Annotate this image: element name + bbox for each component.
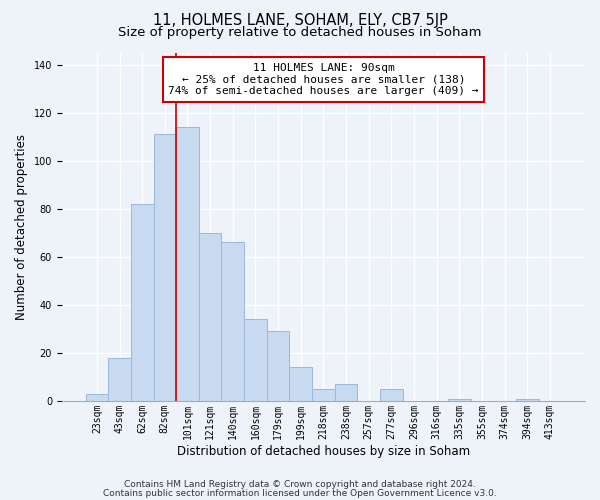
Bar <box>199 232 221 401</box>
Bar <box>516 398 539 401</box>
Bar <box>335 384 358 401</box>
Bar <box>131 204 154 401</box>
Bar <box>86 394 108 401</box>
Bar <box>380 389 403 401</box>
Text: 11, HOLMES LANE, SOHAM, ELY, CB7 5JP: 11, HOLMES LANE, SOHAM, ELY, CB7 5JP <box>152 12 448 28</box>
Text: 11 HOLMES LANE: 90sqm
← 25% of detached houses are smaller (138)
74% of semi-det: 11 HOLMES LANE: 90sqm ← 25% of detached … <box>168 63 479 96</box>
Text: Contains HM Land Registry data © Crown copyright and database right 2024.: Contains HM Land Registry data © Crown c… <box>124 480 476 489</box>
Bar <box>244 319 267 401</box>
Bar <box>448 398 470 401</box>
Text: Size of property relative to detached houses in Soham: Size of property relative to detached ho… <box>118 26 482 39</box>
Bar <box>267 331 289 401</box>
Bar <box>108 358 131 401</box>
Y-axis label: Number of detached properties: Number of detached properties <box>15 134 28 320</box>
Bar <box>289 368 312 401</box>
Bar <box>176 127 199 401</box>
Bar <box>312 389 335 401</box>
Text: Contains public sector information licensed under the Open Government Licence v3: Contains public sector information licen… <box>103 488 497 498</box>
Bar <box>154 134 176 401</box>
Bar <box>221 242 244 401</box>
X-axis label: Distribution of detached houses by size in Soham: Distribution of detached houses by size … <box>177 444 470 458</box>
